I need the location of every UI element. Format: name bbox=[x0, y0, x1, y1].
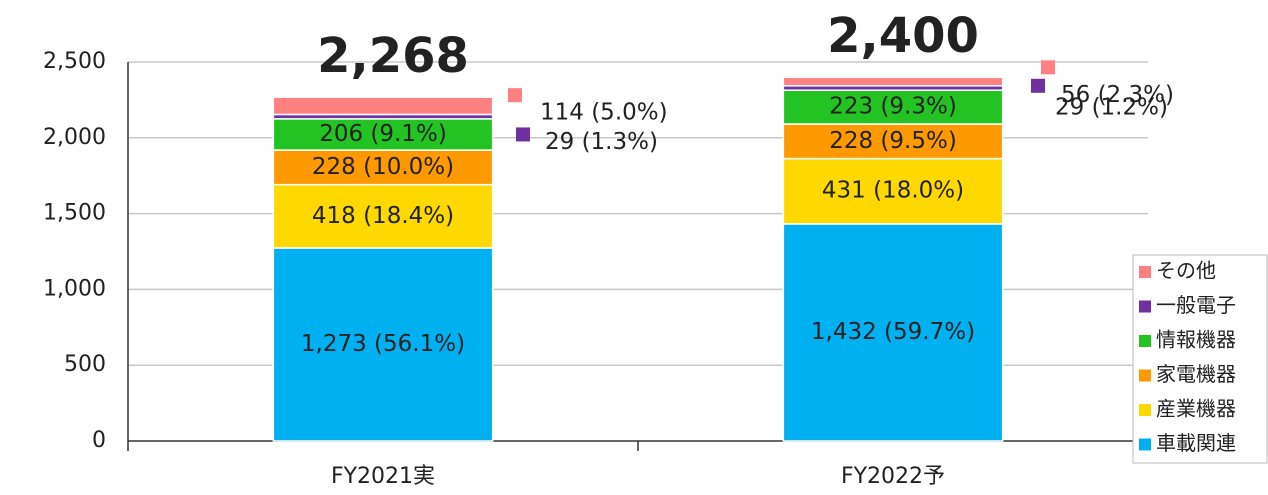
bar-segment bbox=[782, 76, 1004, 87]
label-marker bbox=[516, 127, 530, 142]
total-label: 2,400 bbox=[827, 8, 979, 64]
value-label: 1,273 (56.1%) bbox=[301, 331, 465, 357]
value-label: 29 (1.3%) bbox=[545, 129, 658, 155]
legend-label: 車載関連 bbox=[1156, 431, 1236, 455]
bar-segment bbox=[782, 223, 1004, 442]
legend-swatch bbox=[1139, 404, 1151, 416]
value-label: 1,432 (59.7%) bbox=[811, 319, 975, 345]
y-tick-label: 1,500 bbox=[43, 201, 106, 226]
value-label: 431 (18.0%) bbox=[822, 178, 964, 204]
bar-segment bbox=[272, 118, 494, 151]
legend-swatch bbox=[1139, 438, 1151, 451]
bar-segment bbox=[272, 183, 494, 249]
x-tick-label: FY2021実 bbox=[331, 464, 435, 489]
value-label: 418 (18.4%) bbox=[312, 203, 454, 229]
legend-label: その他 bbox=[1156, 259, 1216, 283]
legend-swatch bbox=[1139, 335, 1151, 347]
legend-label: 産業機器 bbox=[1156, 397, 1236, 421]
value-label: 56 (2.3%) bbox=[1061, 82, 1174, 108]
legend-label: 情報機器 bbox=[1156, 328, 1236, 352]
y-tick-label: 1,000 bbox=[43, 276, 106, 301]
y-tick-label: 2,000 bbox=[43, 125, 106, 150]
label-marker bbox=[1041, 60, 1055, 75]
value-label: 29 (1.2%) bbox=[1055, 94, 1168, 120]
value-label: 206 (9.1%) bbox=[319, 121, 447, 147]
legend-label: 一般電子 bbox=[1156, 293, 1236, 317]
value-label: 223 (9.3%) bbox=[829, 94, 957, 120]
bar-segment bbox=[272, 149, 494, 186]
legend-swatch bbox=[1139, 300, 1151, 313]
y-tick-label: 0 bbox=[92, 428, 106, 453]
value-label: 228 (9.5%) bbox=[829, 128, 957, 154]
label-marker bbox=[508, 88, 522, 103]
y-tick-label: 2,500 bbox=[43, 49, 106, 74]
legend-label: 家電機器 bbox=[1156, 362, 1236, 386]
value-label: 114 (5.0%) bbox=[540, 100, 668, 126]
legend-box bbox=[1132, 254, 1268, 464]
total-label: 2,268 bbox=[317, 28, 469, 84]
legend-swatch bbox=[1139, 369, 1151, 382]
x-tick-label: FY2022予 bbox=[841, 464, 945, 489]
bar-segment bbox=[272, 96, 494, 116]
bar-segment bbox=[782, 123, 1004, 160]
bar-segment bbox=[782, 157, 1004, 225]
value-label: 228 (10.0%) bbox=[312, 154, 454, 180]
y-tick-label: 500 bbox=[64, 352, 106, 377]
label-marker bbox=[1031, 78, 1045, 93]
legend-swatch bbox=[1139, 266, 1151, 278]
